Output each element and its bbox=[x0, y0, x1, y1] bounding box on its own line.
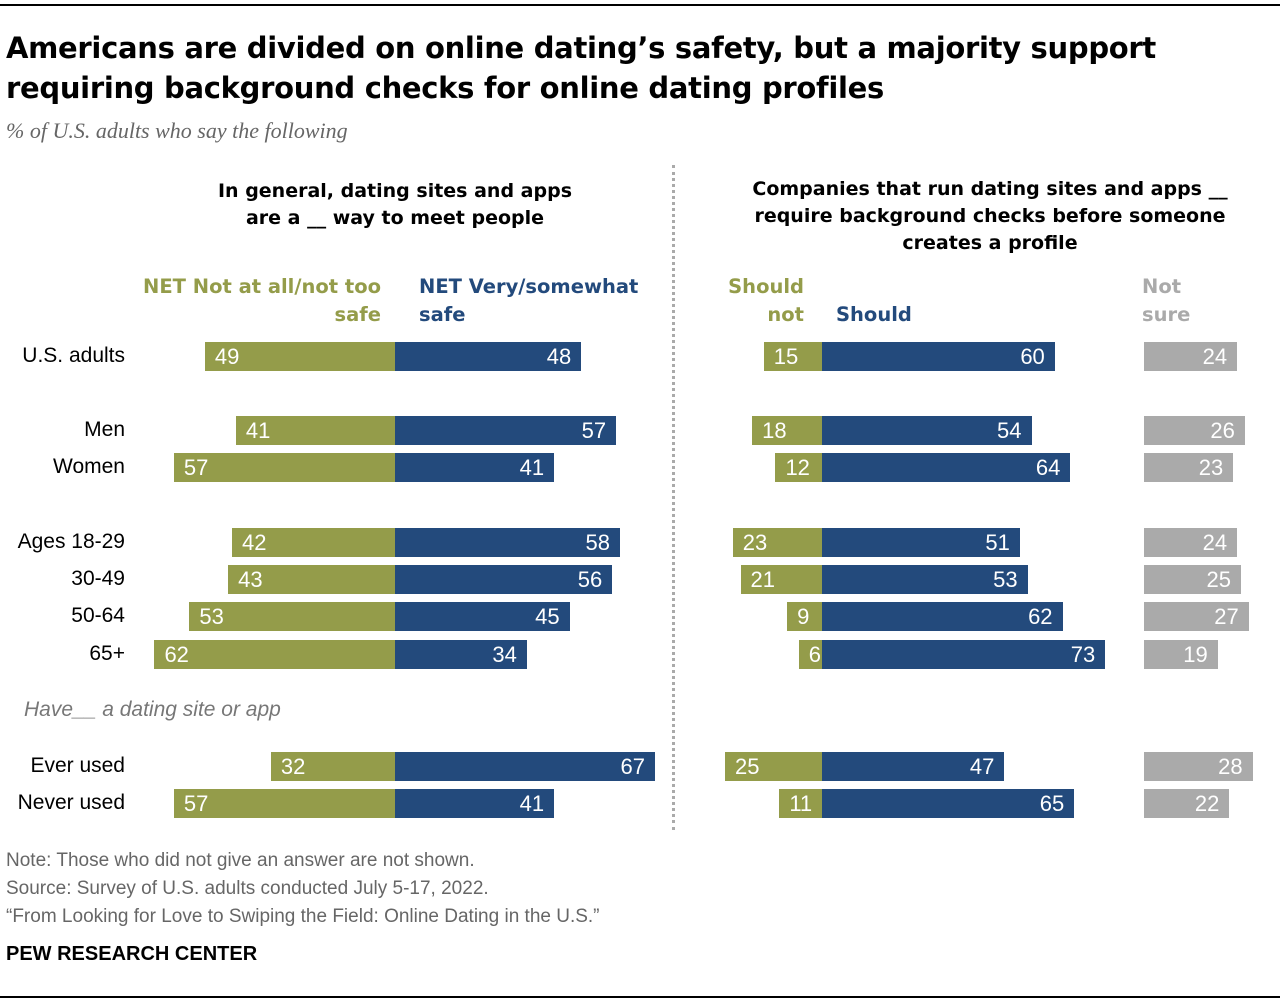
bar-not-safe: 43 bbox=[228, 565, 395, 594]
bar-should: 47 bbox=[822, 752, 1005, 781]
bar-should-not: 21 bbox=[740, 565, 822, 594]
bar-not-safe: 62 bbox=[154, 640, 395, 669]
bar-safe: 34 bbox=[395, 640, 527, 669]
report-title: “From Looking for Love to Swiping the Fi… bbox=[6, 906, 600, 927]
bar-should-not: 15 bbox=[763, 342, 822, 371]
row-label: Never used bbox=[17, 791, 125, 814]
bar-should: 65 bbox=[822, 789, 1075, 818]
bar-not-safe: 57 bbox=[173, 453, 395, 482]
bar-should: 64 bbox=[822, 453, 1071, 482]
legend-safe: NET Very/somewhat safe bbox=[419, 275, 639, 326]
bar-not-sure: 19 bbox=[1144, 640, 1218, 669]
bar-should-not: 25 bbox=[725, 752, 822, 781]
bar-safe: 41 bbox=[395, 789, 555, 818]
bar-should: 54 bbox=[822, 416, 1032, 445]
row-label: Women bbox=[53, 455, 125, 478]
source: Source: Survey of U.S. adults conducted … bbox=[6, 878, 489, 899]
right-panel-title: Companies that run dating sites and apps… bbox=[752, 178, 1228, 254]
bar-not-safe: 49 bbox=[204, 342, 395, 371]
bar-not-sure: 23 bbox=[1144, 453, 1234, 482]
bar-not-sure: 27 bbox=[1144, 602, 1249, 631]
bar-should: 62 bbox=[822, 602, 1063, 631]
bar-should-not: 11 bbox=[779, 789, 822, 818]
note: Note: Those who did not give an answer a… bbox=[6, 850, 475, 871]
org-name: PEW RESEARCH CENTER bbox=[6, 943, 258, 965]
row-label: 30-49 bbox=[71, 567, 125, 590]
bar-should: 73 bbox=[822, 640, 1106, 669]
row-label: U.S. adults bbox=[22, 344, 125, 367]
bar-not-safe: 53 bbox=[189, 602, 395, 631]
bar-not-sure: 25 bbox=[1144, 565, 1241, 594]
legend-should: Should bbox=[836, 303, 912, 326]
bar-safe: 48 bbox=[395, 342, 582, 371]
bar-safe: 45 bbox=[395, 602, 570, 631]
bar-not-sure: 28 bbox=[1144, 752, 1253, 781]
bar-should-not: 6 bbox=[798, 640, 822, 669]
bar-should-not: 23 bbox=[732, 528, 822, 557]
bar-should: 60 bbox=[822, 342, 1055, 371]
bar-not-safe: 57 bbox=[173, 789, 395, 818]
top-rule bbox=[0, 4, 1280, 6]
bar-should-not: 12 bbox=[775, 453, 822, 482]
bar-not-safe: 42 bbox=[232, 528, 395, 557]
bar-should-not: 18 bbox=[752, 416, 822, 445]
bar-should: 53 bbox=[822, 565, 1028, 594]
bar-not-sure: 24 bbox=[1144, 342, 1238, 371]
row-label: 65+ bbox=[89, 642, 125, 665]
bar-not-sure: 24 bbox=[1144, 528, 1238, 557]
bottom-rule bbox=[0, 996, 1280, 998]
group-label: Have__ a dating site or app bbox=[24, 698, 281, 721]
row-label: 50-64 bbox=[71, 604, 125, 627]
row-label: Men bbox=[84, 418, 125, 441]
left-panel-title: In general, dating sites and apps are a … bbox=[217, 180, 572, 229]
bar-not-safe: 41 bbox=[235, 416, 395, 445]
bar-safe: 56 bbox=[395, 565, 613, 594]
legend-not-sure: Not sure bbox=[1142, 275, 1191, 326]
row-label: Ages 18-29 bbox=[17, 530, 125, 553]
bar-safe: 67 bbox=[395, 752, 655, 781]
bar-safe: 41 bbox=[395, 453, 555, 482]
bar-safe: 58 bbox=[395, 528, 621, 557]
panel-divider bbox=[672, 165, 675, 830]
bar-not-sure: 26 bbox=[1144, 416, 1245, 445]
chart-subtitle: % of U.S. adults who say the following bbox=[6, 118, 348, 143]
bar-safe: 57 bbox=[395, 416, 617, 445]
row-label: Ever used bbox=[30, 754, 125, 777]
bar-not-sure: 22 bbox=[1144, 789, 1230, 818]
bar-should: 51 bbox=[822, 528, 1020, 557]
legend-not-safe: NET Not at all/not too safe bbox=[143, 275, 381, 326]
bar-should-not: 9 bbox=[787, 602, 822, 631]
bar-not-safe: 32 bbox=[270, 752, 395, 781]
chart-title: Americans are divided on online dating’s… bbox=[6, 31, 1156, 105]
legend-should-not: Should not bbox=[728, 275, 804, 326]
